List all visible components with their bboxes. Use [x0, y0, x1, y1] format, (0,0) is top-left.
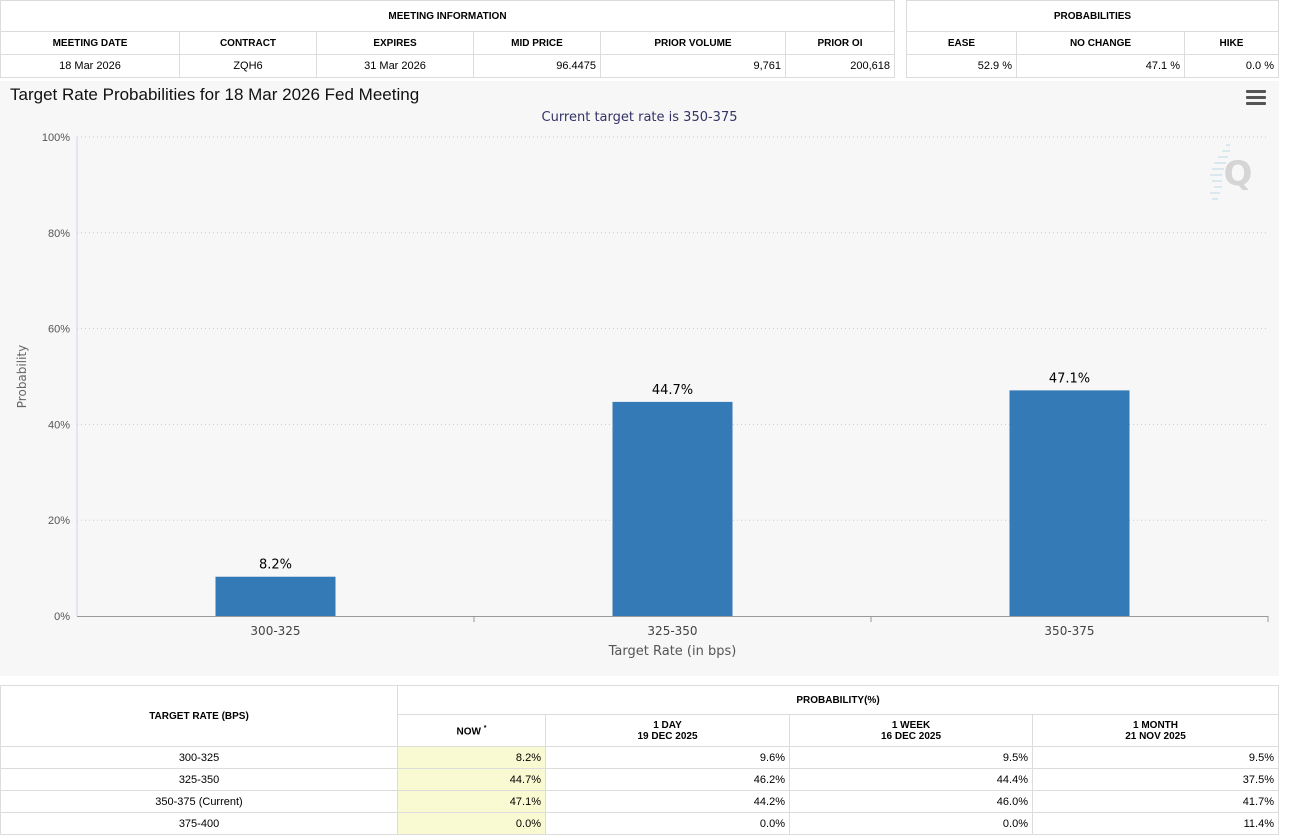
now-cell: 44.7%	[397, 768, 546, 791]
y-tick-label: 100%	[42, 132, 70, 144]
day-cell: 0.0%	[545, 812, 790, 835]
probabilities-table: PROBABILITIES EASE NO CHANGE HIKE 52.9 %…	[906, 0, 1279, 78]
y-axis-title: Probability	[15, 345, 29, 408]
week-cell: 44.4%	[789, 768, 1033, 791]
rate-probability-table: TARGET RATE (BPS) PROBABILITY(%) NOW * 1…	[0, 684, 1279, 835]
y-tick-label: 60%	[48, 324, 70, 336]
col-prior-oi: PRIOR OI	[785, 31, 895, 55]
col-expires: EXPIRES	[316, 31, 474, 55]
now-cell: 47.1%	[397, 790, 546, 813]
rate-cell: 300-325	[0, 746, 398, 769]
bar-300-325	[215, 576, 336, 616]
day-cell: 46.2%	[545, 768, 790, 791]
bar-350-375	[1009, 390, 1130, 616]
col-now: NOW *	[397, 714, 546, 747]
mid-price: 96.4475	[473, 54, 601, 78]
rate-cell: 375-400	[0, 812, 398, 835]
col-ease: EASE	[906, 31, 1017, 55]
y-tick-label: 0%	[54, 611, 70, 623]
month-cell: 41.7%	[1032, 790, 1279, 813]
data-label: 47.1%	[1049, 371, 1090, 386]
month-cell: 9.5%	[1032, 746, 1279, 769]
rate-cell: 325-350	[0, 768, 398, 791]
x-tick-label: 300-325	[250, 624, 300, 638]
probability-group-title: PROBABILITY(%)	[397, 684, 1279, 716]
chart-plot: 0% 20% 40% 60% 80% 100% 8.2% 300-325 44.7% 325-35…	[15, 132, 1269, 659]
expires: 31 Mar 2026	[316, 54, 474, 78]
col-meeting-date: MEETING DATE	[0, 31, 180, 55]
probability-chart: 0% 20% 40% 60% 80% 100% 8.2% 300-325 44.7% 325-35…	[0, 81, 1279, 676]
y-tick-label: 20%	[48, 515, 70, 527]
now-cell: 0.0%	[397, 812, 546, 835]
table-row: 300-325 8.2% 9.6% 9.5% 9.5%	[0, 746, 1279, 769]
x-tick-label: 350-375	[1044, 624, 1094, 638]
prior-oi: 200,618	[785, 54, 895, 78]
y-tick-label: 80%	[48, 228, 70, 240]
bar-325-350	[612, 401, 733, 616]
x-axis-title: Target Rate (in bps)	[608, 644, 737, 659]
hike-value: 0.0 %	[1184, 54, 1279, 78]
table-row: 375-400 0.0% 0.0% 0.0% 11.4%	[0, 812, 1279, 835]
y-tick-label: 40%	[48, 419, 70, 431]
meeting-info-table: MEETING INFORMATION MEETING DATE CONTRAC…	[0, 0, 895, 78]
chart-title: Target Rate Probabilities for 18 Mar 202…	[10, 85, 420, 104]
probabilities-title: PROBABILITIES	[906, 0, 1279, 32]
day-cell: 9.6%	[545, 746, 790, 769]
data-label: 44.7%	[652, 383, 693, 398]
week-cell: 9.5%	[789, 746, 1033, 769]
col-1-week: 1 WEEK 16 DEC 2025	[789, 714, 1033, 747]
now-cell: 8.2%	[397, 746, 546, 769]
col-prior-volume: PRIOR VOLUME	[600, 31, 786, 55]
col-1-day: 1 DAY 19 DEC 2025	[545, 714, 790, 747]
contract: ZQH6	[179, 54, 317, 78]
col-target-rate: TARGET RATE (BPS)	[0, 685, 398, 747]
rate-cell: 350-375 (Current)	[0, 790, 398, 813]
col-contract: CONTRACT	[179, 31, 317, 55]
meeting-date: 18 Mar 2026	[0, 54, 180, 78]
data-label: 8.2%	[259, 558, 292, 573]
day-cell: 44.2%	[545, 790, 790, 813]
week-cell: 0.0%	[789, 812, 1033, 835]
col-no-change: NO CHANGE	[1016, 31, 1185, 55]
col-mid-price: MID PRICE	[473, 31, 601, 55]
col-1-month: 1 MONTH 21 NOV 2025	[1032, 714, 1279, 747]
svg-text:Q: Q	[1224, 154, 1253, 194]
ease-value: 52.9 %	[906, 54, 1017, 78]
month-cell: 37.5%	[1032, 768, 1279, 791]
chart-subtitle: Current target rate is 350-375	[541, 110, 738, 125]
week-cell: 46.0%	[789, 790, 1033, 813]
chart-menu-icon[interactable]	[1246, 90, 1266, 106]
col-hike: HIKE	[1184, 31, 1279, 55]
quikstrike-logo-icon: Q	[1210, 144, 1253, 200]
table-row: 325-350 44.7% 46.2% 44.4% 37.5%	[0, 768, 1279, 791]
no-change-value: 47.1 %	[1016, 54, 1185, 78]
prior-volume: 9,761	[600, 54, 786, 78]
month-cell: 11.4%	[1032, 812, 1279, 835]
table-row: 350-375 (Current) 47.1% 44.2% 46.0% 41.7…	[0, 790, 1279, 813]
meeting-info-title: MEETING INFORMATION	[0, 0, 895, 32]
x-tick-label: 325-350	[647, 624, 697, 638]
